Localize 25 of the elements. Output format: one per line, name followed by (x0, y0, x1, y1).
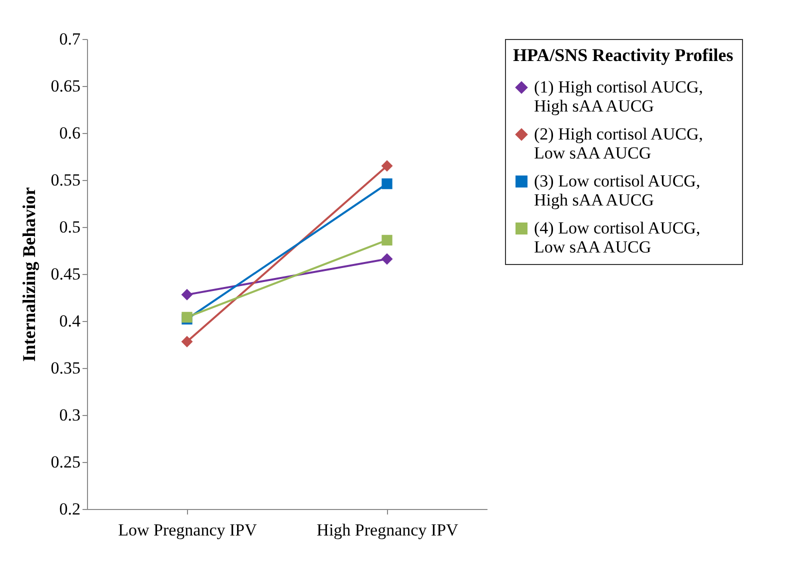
y-tick-label: 0.5 (59, 218, 80, 236)
legend-label: (2) High cortisol AUCG, Low sAA AUCG (534, 124, 704, 162)
legend-label: (3) Low cortisol AUCG, High sAA AUCG (534, 172, 700, 210)
point (382, 254, 392, 264)
y-axis-title: Internalizing Behavior (18, 187, 39, 362)
y-tick-label: 0.2 (59, 500, 80, 518)
x-tick-label: Low Pregnancy IPV (118, 520, 258, 540)
y-tick-label: 0.45 (50, 264, 80, 284)
legend-label: (4) Low cortisol AUCG, Low sAA AUCG (534, 218, 700, 256)
y-tick-label: 0.3 (59, 406, 80, 424)
point (182, 336, 192, 348)
x-tick-label: High Pregnancy IPV (316, 520, 460, 540)
y-tick-label: 0.7 (59, 30, 81, 48)
legend-label: (1) High cortisol AUCG, High sAA AUCG (534, 78, 704, 116)
y-tick-label: 0.35 (50, 358, 80, 378)
point (182, 289, 192, 300)
point (382, 160, 392, 172)
point (382, 234, 392, 246)
point (382, 178, 392, 190)
y-tick-label: 0.55 (50, 170, 80, 190)
legend-title: HPA/SNS Reactivity Profiles (513, 45, 734, 65)
y-tick-label: 0.6 (59, 124, 80, 142)
y-tick-label: 0.65 (50, 76, 80, 96)
y-tick-label: 0.25 (50, 452, 80, 472)
y-tick-label: 0.4 (59, 312, 81, 330)
